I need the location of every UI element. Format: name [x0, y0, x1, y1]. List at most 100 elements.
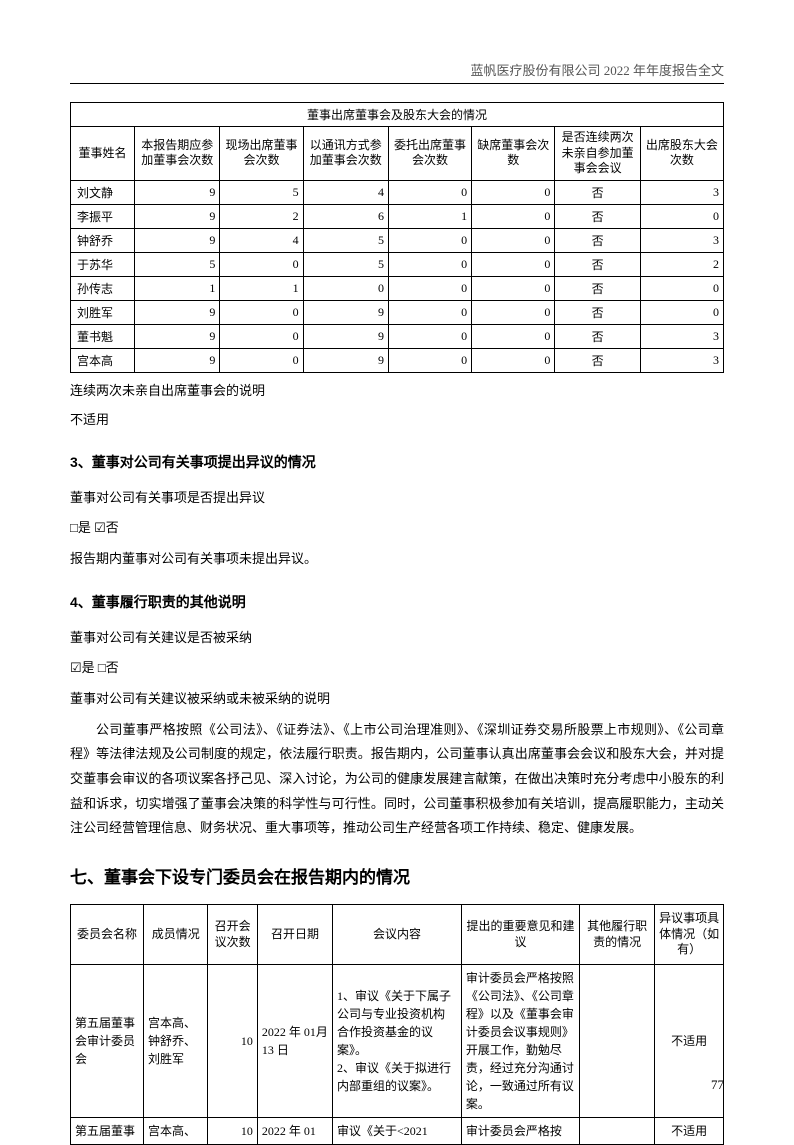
th: 其他履行职责的情况	[580, 905, 655, 965]
table-cell: 0	[388, 252, 471, 276]
table-row: 钟舒乔94500否3	[71, 228, 724, 252]
th: 会议内容	[333, 905, 462, 965]
table1-title: 董事出席董事会及股东大会的情况	[71, 103, 724, 127]
table-cell: 1	[388, 204, 471, 228]
table-cell: 0	[388, 348, 471, 372]
section-7-title: 七、董事会下设专门委员会在报告期内的情况	[70, 863, 724, 888]
table-cell: 5	[303, 252, 388, 276]
table-cell: 1	[220, 276, 303, 300]
table-cell: 2022 年 01月 13 日	[257, 964, 332, 1117]
th: 以通讯方式参加董事会次数	[303, 127, 388, 181]
table-cell: 4	[220, 228, 303, 252]
table-row: 第五届董事会审计委员会宫本高、钟舒乔、刘胜军102022 年 01月 13 日1…	[71, 964, 724, 1117]
table-cell: 9	[135, 324, 220, 348]
table-cell: 9	[135, 180, 220, 204]
table-cell: 第五届董事会审计委员会	[71, 964, 144, 1117]
table-cell: 0	[303, 276, 388, 300]
th: 异议事项具体情况（如有）	[655, 905, 724, 965]
table-cell: 1、审议《关于下属子公司与专业投资机构合作投资基金的议案》。 2、审议《关于拟进…	[333, 964, 462, 1117]
table-row: 刘胜军90900否0	[71, 300, 724, 324]
table-cell: 钟舒乔	[71, 228, 135, 252]
table-cell: 董书魁	[71, 324, 135, 348]
committee-table: 委员会名称 成员情况 召开会议次数 召开日期 会议内容 提出的重要意见和建议 其…	[70, 904, 724, 1145]
table-cell: 0	[388, 300, 471, 324]
table-cell: 9	[135, 300, 220, 324]
table-cell: 6	[303, 204, 388, 228]
table-cell: 否	[555, 252, 640, 276]
table-cell: 0	[388, 228, 471, 252]
th: 缺席董事会次数	[472, 127, 555, 181]
table-row: 孙传志11000否0	[71, 276, 724, 300]
th: 董事姓名	[71, 127, 135, 181]
table-cell: 刘文静	[71, 180, 135, 204]
table-cell	[580, 1117, 655, 1144]
table-cell: 0	[220, 252, 303, 276]
table1-header-row: 董事姓名 本报告期应参加董事会次数 现场出席董事会次数 以通讯方式参加董事会次数…	[71, 127, 724, 181]
table-cell: 宫本高	[71, 348, 135, 372]
table-cell: 否	[555, 300, 640, 324]
table2-header-row: 委员会名称 成员情况 召开会议次数 召开日期 会议内容 提出的重要意见和建议 其…	[71, 905, 724, 965]
table-cell: 李振平	[71, 204, 135, 228]
note-text: 连续两次未亲自出席董事会的说明	[70, 379, 724, 402]
paragraph: 董事对公司有关建议是否被采纳	[70, 626, 724, 651]
table-cell: 否	[555, 204, 640, 228]
table-row: 李振平92610否0	[71, 204, 724, 228]
table-cell: 0	[388, 180, 471, 204]
th: 本报告期应参加董事会次数	[135, 127, 220, 181]
table-cell: 0	[472, 180, 555, 204]
th: 现场出席董事会次数	[220, 127, 303, 181]
table-cell: 审计委员会严格按照《公司法》、《公司章程》以及《董事会审计委员会议事规则》开展工…	[461, 964, 579, 1117]
table-cell: 0	[472, 228, 555, 252]
th: 召开日期	[257, 905, 332, 965]
table-cell: 5	[303, 228, 388, 252]
table-cell: 2022 年 01	[257, 1117, 332, 1144]
table-cell: 0	[220, 348, 303, 372]
table-cell: 不适用	[655, 1117, 724, 1144]
table-cell: 孙传志	[71, 276, 135, 300]
table-cell: 4	[303, 180, 388, 204]
checkbox-line: □是 ☑否	[70, 516, 724, 541]
table-cell: 0	[388, 324, 471, 348]
th: 委托出席董事会次数	[388, 127, 471, 181]
table-cell: 3	[640, 228, 723, 252]
table-cell: 第五届董事	[71, 1117, 144, 1144]
table-cell: 9	[303, 348, 388, 372]
table-cell: 3	[640, 324, 723, 348]
table-row: 刘文静95400否3	[71, 180, 724, 204]
table-cell: 审议《关于<2021	[333, 1117, 462, 1144]
table-cell: 0	[640, 300, 723, 324]
th: 召开会议次数	[208, 905, 257, 965]
note-text: 不适用	[70, 408, 724, 431]
th: 是否连续两次未亲自参加董事会会议	[555, 127, 640, 181]
table-cell: 9	[303, 324, 388, 348]
table-cell: 10	[208, 964, 257, 1117]
page-header: 蓝帆医疗股份有限公司 2022 年年度报告全文	[70, 60, 724, 84]
th: 成员情况	[144, 905, 208, 965]
table-cell: 于苏华	[71, 252, 135, 276]
table-cell: 5	[135, 252, 220, 276]
table-cell: 0	[472, 252, 555, 276]
table-cell: 1	[135, 276, 220, 300]
table-cell: 0	[388, 276, 471, 300]
table-cell: 审计委员会严格按	[461, 1117, 579, 1144]
paragraph: 董事对公司有关建议被采纳或未被采纳的说明	[70, 687, 724, 712]
table-row: 董书魁90900否3	[71, 324, 724, 348]
table-cell: 0	[472, 204, 555, 228]
table-cell: 5	[220, 180, 303, 204]
paragraph: 报告期内董事对公司有关事项未提出异议。	[70, 547, 724, 572]
table-cell: 3	[640, 180, 723, 204]
table-row: 宫本高90900否3	[71, 348, 724, 372]
section-3-title: 3、董事对公司有关事项提出异议的情况	[70, 452, 724, 472]
table-row: 第五届董事宫本高、102022 年 01审议《关于<2021审计委员会严格按不适…	[71, 1117, 724, 1144]
table-cell: 否	[555, 324, 640, 348]
table-row: 于苏华50500否2	[71, 252, 724, 276]
th: 出席股东大会次数	[640, 127, 723, 181]
table-cell: 刘胜军	[71, 300, 135, 324]
table-cell	[580, 964, 655, 1117]
table-cell: 0	[220, 300, 303, 324]
table-cell: 宫本高、	[144, 1117, 208, 1144]
table-cell: 0	[472, 276, 555, 300]
table-cell: 2	[220, 204, 303, 228]
table-cell: 0	[472, 300, 555, 324]
page-number: 77	[711, 1077, 724, 1093]
